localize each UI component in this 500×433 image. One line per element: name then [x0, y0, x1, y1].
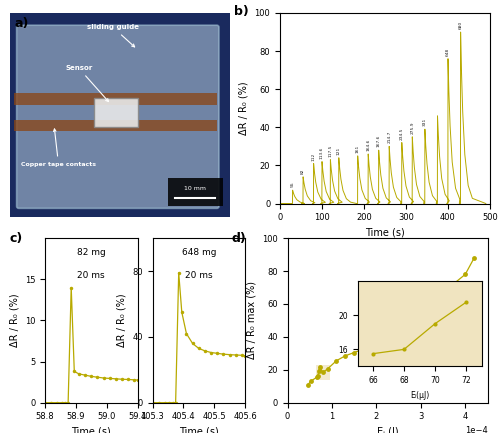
Y-axis label: ΔR / R₀ max (%): ΔR / R₀ max (%) [246, 281, 256, 359]
X-axis label: Time (s): Time (s) [179, 427, 218, 433]
X-axis label: Time (s): Time (s) [365, 228, 405, 238]
Text: 112: 112 [312, 152, 316, 161]
Text: 121: 121 [337, 147, 341, 155]
Text: 82: 82 [301, 168, 305, 174]
Bar [316, 365, 330, 380]
Y-axis label: ΔR / R₀ (%): ΔR / R₀ (%) [9, 294, 19, 347]
Text: Copper tape contacts: Copper tape contacts [21, 129, 96, 167]
Text: Sensor: Sensor [65, 65, 108, 102]
Text: 113.6: 113.6 [320, 146, 324, 159]
Text: 331: 331 [423, 118, 427, 126]
Text: 20 ms: 20 ms [78, 271, 105, 280]
Text: 161: 161 [356, 145, 360, 153]
Y-axis label: ΔR / R₀ (%): ΔR / R₀ (%) [239, 81, 249, 135]
Text: 648: 648 [446, 48, 450, 56]
Text: 680: 680 [458, 21, 462, 29]
Text: 234.5: 234.5 [400, 127, 404, 140]
Text: b): b) [234, 5, 248, 18]
Text: 214.7: 214.7 [387, 131, 391, 143]
Text: sliding guide: sliding guide [87, 24, 139, 47]
Text: 82 mg: 82 mg [77, 248, 106, 257]
X-axis label: Time (s): Time (s) [72, 427, 111, 433]
Bar [14, 94, 217, 105]
Text: d): d) [232, 232, 246, 245]
Text: 648 mg: 648 mg [182, 248, 216, 257]
Text: a): a) [14, 17, 29, 30]
Text: 167.6: 167.6 [376, 135, 380, 147]
Text: 117.5: 117.5 [328, 144, 332, 157]
Bar [94, 98, 138, 127]
Bar [168, 178, 224, 207]
FancyBboxPatch shape [16, 25, 219, 208]
X-axis label: Eᵢ(μJ): Eᵢ(μJ) [410, 391, 429, 400]
Y-axis label: ΔR / R₀ (%): ΔR / R₀ (%) [116, 294, 126, 347]
Text: 55: 55 [290, 181, 294, 187]
Text: 275.9: 275.9 [410, 122, 414, 134]
X-axis label: Eᵢ (J): Eᵢ (J) [376, 427, 398, 433]
Text: 164.6: 164.6 [366, 139, 370, 151]
Bar [14, 120, 217, 131]
Text: 20 ms: 20 ms [185, 271, 212, 280]
Text: 10 mm: 10 mm [184, 186, 206, 191]
Text: c): c) [10, 232, 23, 245]
